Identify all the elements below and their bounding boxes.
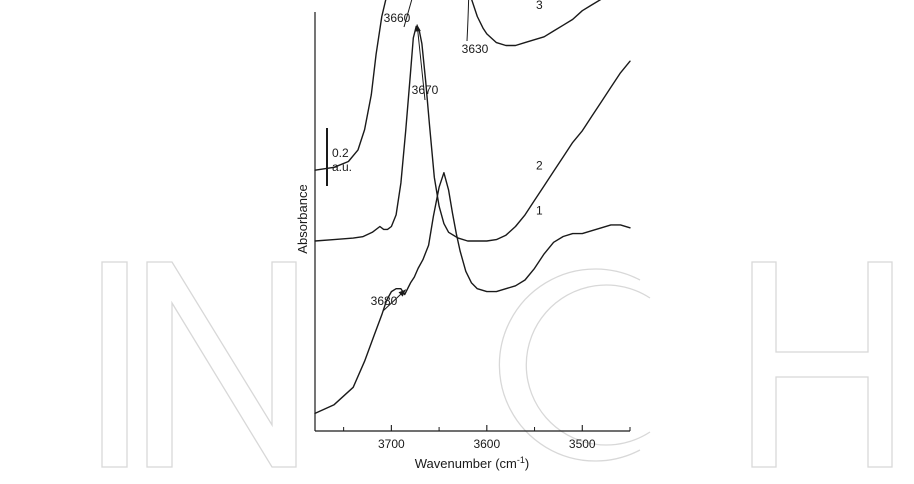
spectrum-line-1 — [314, 172, 631, 415]
x-ticks — [343, 425, 631, 431]
peak-label-3680: 3680 — [371, 294, 398, 308]
peak-label-3660: 3660 — [384, 11, 411, 25]
curve-number-3: 3 — [536, 0, 543, 12]
peak-arrow-line-3630 — [466, 0, 470, 42]
x-tick-label-3600: 3600 — [473, 437, 500, 451]
peak-arrow-line-3670 — [416, 24, 426, 101]
series-labels: 1 2 3 — [536, 0, 543, 217]
peak-arrowhead-3670 — [414, 24, 421, 32]
x-tick-labels: 3700 3600 3500 — [378, 437, 596, 451]
x-tick-label-3700: 3700 — [378, 437, 405, 451]
scale-bar-value: 0.2 — [332, 146, 349, 160]
curve-number-1: 1 — [536, 203, 543, 217]
y-axis-title: Absorbance — [295, 184, 310, 253]
scale-bar-unit: a.u. — [332, 160, 352, 174]
curve-number-2: 2 — [536, 159, 543, 173]
peak-annotations: 3680 3670 3660 3630 — [371, 0, 489, 312]
peak-arrowhead-3680 — [398, 289, 406, 297]
peak-arrow-line-3660 — [403, 0, 413, 28]
spectrum-line-2 — [314, 25, 631, 242]
intech-watermark — [101, 261, 893, 468]
peak-label-3630: 3630 — [462, 42, 489, 56]
peak-label-3670: 3670 — [412, 83, 439, 97]
x-axis-title: Wavenumber (cm-1) — [415, 455, 529, 471]
spectra-series — [314, 0, 631, 415]
x-tick-label-3500: 3500 — [569, 437, 596, 451]
spectrum-line-3 — [314, 0, 602, 171]
